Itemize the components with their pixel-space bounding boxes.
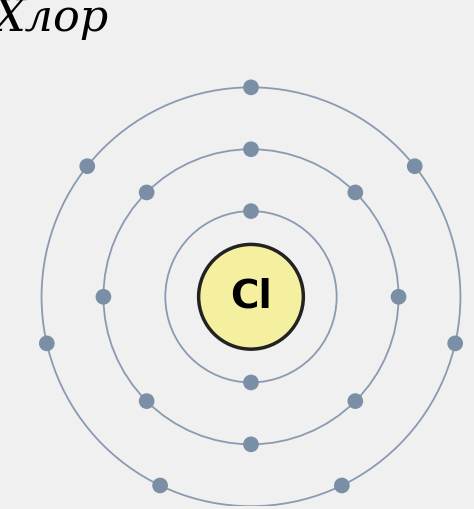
Circle shape: [80, 159, 94, 174]
Circle shape: [244, 80, 258, 95]
Circle shape: [348, 394, 363, 408]
Circle shape: [40, 336, 54, 351]
Circle shape: [96, 290, 110, 304]
Circle shape: [199, 244, 303, 349]
Circle shape: [392, 290, 406, 304]
Circle shape: [139, 394, 154, 408]
Circle shape: [153, 478, 167, 493]
Text: Cl: Cl: [230, 278, 272, 316]
Text: Хлор: Хлор: [0, 0, 109, 40]
Circle shape: [335, 478, 349, 493]
Circle shape: [244, 375, 258, 389]
Circle shape: [348, 185, 363, 200]
Circle shape: [408, 159, 422, 174]
Circle shape: [244, 204, 258, 218]
Circle shape: [244, 437, 258, 451]
Circle shape: [139, 185, 154, 200]
Circle shape: [448, 336, 462, 351]
Circle shape: [244, 142, 258, 156]
